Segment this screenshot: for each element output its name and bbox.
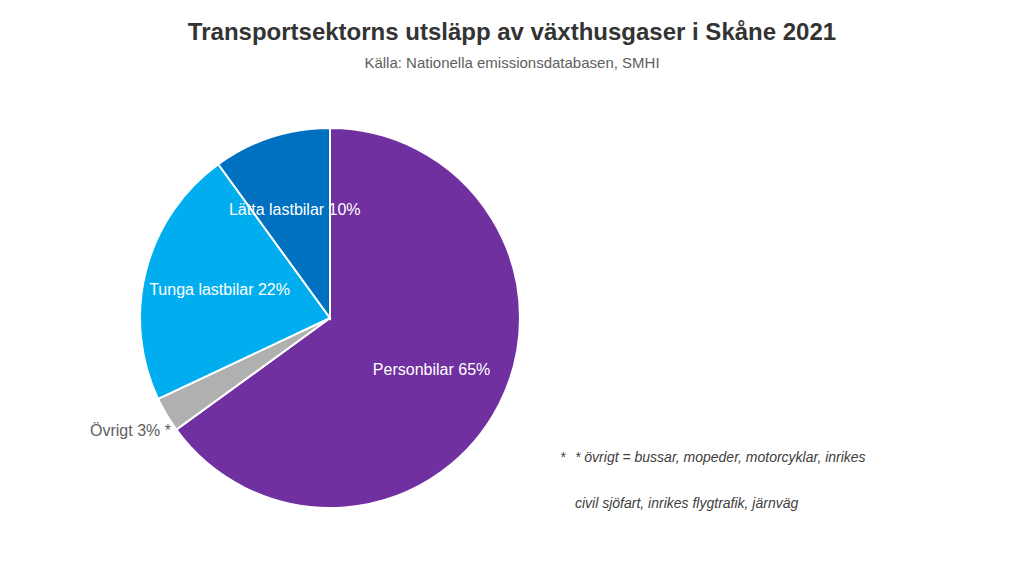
data-labels: Personbilar 65% Övrigt 3% * Tunga lastbila…	[90, 201, 490, 439]
annotation: * övrigt = bussar, mopeder, motorcyklar,…	[575, 449, 866, 465]
chart: Transportsektorns utsläpp av växthusgase…	[0, 0, 1024, 576]
subtitle: Källa: Nationella emissionsdatabasen, SM…	[364, 54, 659, 71]
data-label: Övrigt 3% *	[90, 422, 171, 439]
background	[0, 0, 1024, 576]
data-label: Personbilar 65%	[373, 361, 490, 378]
annotation: civil sjöfart, inrikes flygtrafik, järnv…	[575, 495, 799, 511]
data-label: Tunga lastbilar 22%	[149, 281, 290, 298]
annotation: *	[560, 449, 566, 465]
pie	[140, 128, 520, 508]
data-label: Lätta lastbilar 10%	[229, 201, 361, 218]
footnote: * * övrigt = bussar, mopeder, motorcyklar…	[560, 449, 866, 511]
title: Transportsektorns utsläpp av växthusgase…	[188, 18, 836, 45]
